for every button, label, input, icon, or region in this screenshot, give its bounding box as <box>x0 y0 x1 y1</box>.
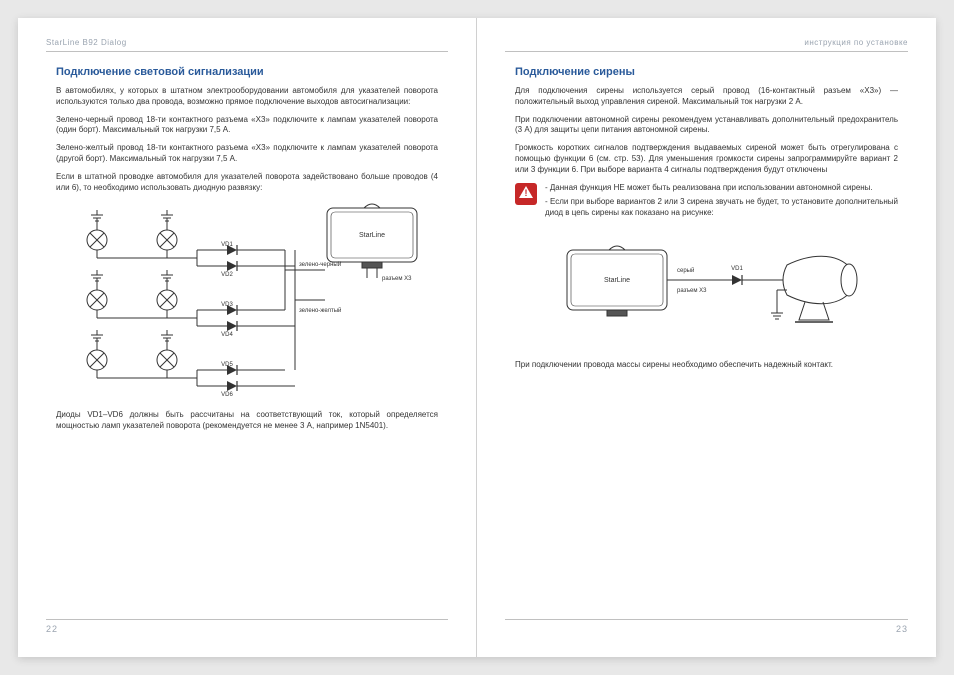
svg-text:серый: серый <box>677 267 694 274</box>
right-p4: При подключении провода массы сирены нео… <box>515 360 898 371</box>
warning-text: - Данная функция НЕ может быть реализова… <box>545 183 898 223</box>
footer-left: 22 <box>46 619 448 637</box>
page-right: инструкция по установке Подключение сире… <box>477 18 936 657</box>
wiring-diagram-right: StarLine серый разъем X3 VD1 <box>537 230 877 350</box>
warn-line2: - Если при выборе вариантов 2 или 3 сире… <box>545 197 898 219</box>
left-p2: Зелено-черный провод 18-ти контактного р… <box>56 115 438 137</box>
left-content: Подключение световой сигнализации В авто… <box>46 66 448 611</box>
svg-text:разъем X3: разъем X3 <box>677 288 707 294</box>
right-diagram: StarLine серый разъем X3 VD1 <box>515 230 898 350</box>
left-title: Подключение световой сигнализации <box>56 66 438 78</box>
svg-text:StarLine: StarLine <box>359 232 385 239</box>
footer-right: 23 <box>505 619 908 637</box>
right-p2: При подключении автономной сирены рекоме… <box>515 115 898 137</box>
page-left: StarLine B92 Dialog Подключение световой… <box>18 18 477 657</box>
page-num-right: 23 <box>896 624 908 634</box>
svg-text:зелено-желтый: зелено-желтый <box>299 307 341 314</box>
svg-text:VD2: VD2 <box>221 272 233 278</box>
left-diagram: StarLine разъем X3 зелено-черный зелено-жел… <box>56 200 438 400</box>
svg-text:разъем X3: разъем X3 <box>382 276 412 282</box>
right-content: Подключение сирены Для подключения сирен… <box>505 66 908 611</box>
warning-block: - Данная функция НЕ может быть реализова… <box>515 183 898 223</box>
header-right-text: инструкция по установке <box>804 38 908 47</box>
left-p1: В автомобилях, у которых в штатном элект… <box>56 86 438 108</box>
right-p1: Для подключения сирены используется серы… <box>515 86 898 108</box>
left-p4: Если в штатной проводке автомобиля для у… <box>56 172 438 194</box>
wiring-diagram-left: StarLine разъем X3 зелено-черный зелено-жел… <box>67 200 427 400</box>
svg-text:VD1: VD1 <box>221 242 233 248</box>
svg-text:StarLine: StarLine <box>603 277 629 284</box>
svg-text:VD5: VD5 <box>221 362 233 368</box>
right-p3: Громкость коротких сигналов подтверждени… <box>515 143 898 175</box>
svg-text:зелено-черный: зелено-черный <box>299 261 341 268</box>
right-title: Подключение сирены <box>515 66 898 78</box>
svg-text:VD1: VD1 <box>731 266 743 272</box>
svg-text:VD4: VD4 <box>221 332 233 338</box>
svg-text:VD6: VD6 <box>221 392 233 398</box>
document-spread: StarLine B92 Dialog Подключение световой… <box>18 18 936 657</box>
left-p5: Диоды VD1–VD6 должны быть рассчитаны на … <box>56 410 438 432</box>
header-right: инструкция по установке <box>505 34 908 52</box>
header-left-text: StarLine B92 Dialog <box>46 38 127 47</box>
left-p3: Зелено-желтый провод 18-ти контактного р… <box>56 143 438 165</box>
header-left: StarLine B92 Dialog <box>46 34 448 52</box>
warning-icon <box>515 183 537 205</box>
page-num-left: 22 <box>46 624 58 634</box>
svg-text:VD3: VD3 <box>221 302 233 308</box>
warn-line1: - Данная функция НЕ может быть реализова… <box>545 183 898 194</box>
